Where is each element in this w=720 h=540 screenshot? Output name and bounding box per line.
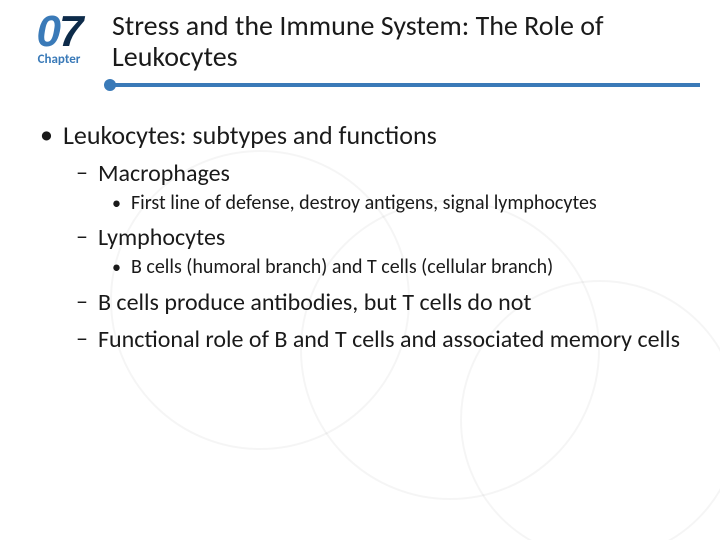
slide-header: 07 Chapter Stress and the Immune System:… xyxy=(0,0,720,91)
bullet-text: Leukocytes: subtypes and functions xyxy=(63,119,680,151)
bullet-glyph: – xyxy=(76,223,88,252)
bullet-glyph: – xyxy=(76,288,88,317)
bullet-glyph: – xyxy=(76,325,88,354)
bullet-level2: – Lymphocytes xyxy=(76,223,680,252)
bullet-level2: – Macrophages xyxy=(76,159,680,188)
chapter-digit-0: 0 xyxy=(37,7,59,56)
bullet-level3: • First line of defense, destroy antigen… xyxy=(112,192,680,216)
chapter-label: Chapter xyxy=(38,52,81,67)
bullet-level2: – Functional role of B and T cells and a… xyxy=(76,325,680,354)
bullet-text: Macrophages xyxy=(98,159,680,188)
bullet-glyph: – xyxy=(76,159,88,188)
bullet-level1: • Leukocytes: subtypes and functions xyxy=(40,119,680,151)
bullet-text: Functional role of B and T cells and ass… xyxy=(98,325,680,354)
bullet-level2: – B cells produce antibodies, but T cell… xyxy=(76,288,680,317)
bullet-text: First line of defense, destroy antigens,… xyxy=(131,192,680,216)
header-rule xyxy=(98,79,700,91)
bullet-text: B cells produce antibodies, but T cells … xyxy=(98,288,680,317)
slide-title: Stress and the Immune System: The Role o… xyxy=(112,10,700,73)
slide-body: • Leukocytes: subtypes and functions – M… xyxy=(0,91,720,354)
bullet-glyph: • xyxy=(40,119,53,150)
chapter-number: 07 xyxy=(37,10,82,54)
chapter-badge: 07 Chapter xyxy=(20,10,98,67)
bullet-text: B cells (humoral branch) and T cells (ce… xyxy=(131,256,680,280)
header-rule-line xyxy=(114,83,700,87)
bullet-glyph: • xyxy=(112,192,121,215)
bullet-glyph: • xyxy=(112,256,121,279)
bullet-text: Lymphocytes xyxy=(98,223,680,252)
bullet-level3: • B cells (humoral branch) and T cells (… xyxy=(112,256,680,280)
chapter-digit-1: 7 xyxy=(59,7,81,56)
